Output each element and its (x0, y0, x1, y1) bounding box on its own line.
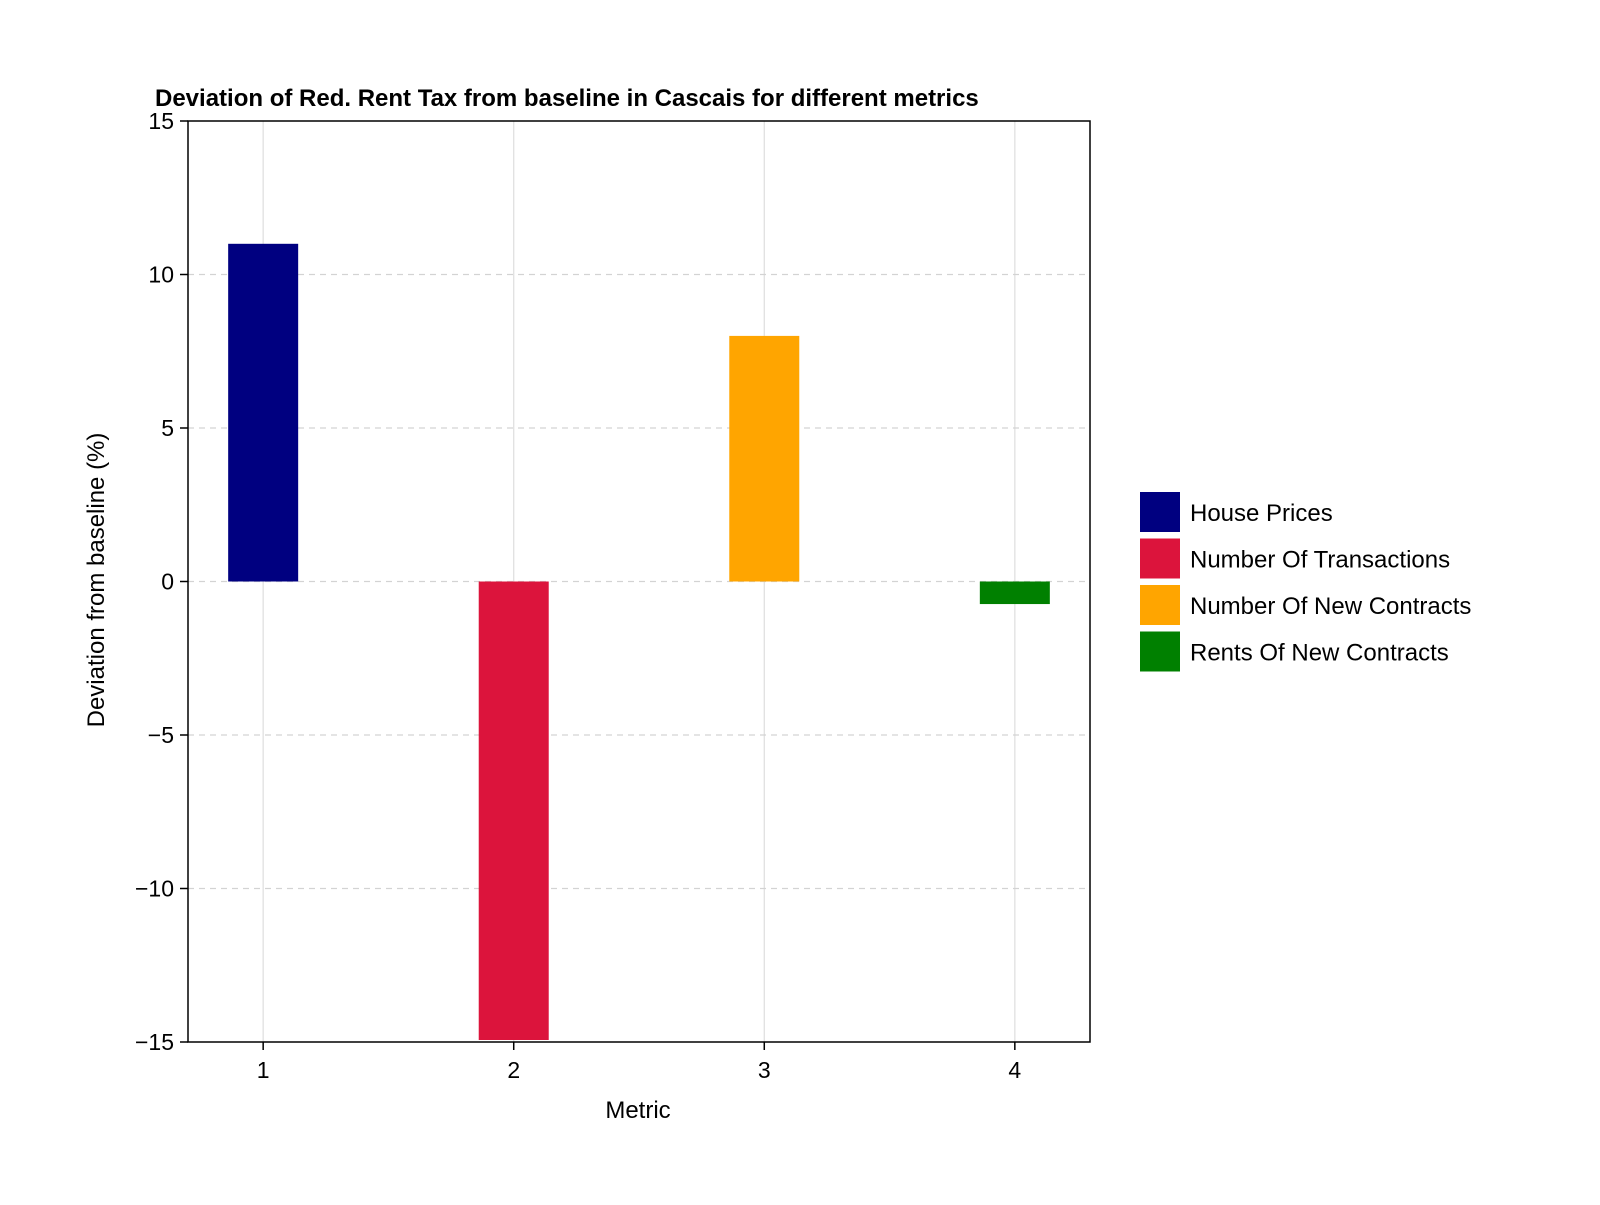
legend-swatch-1 (1140, 492, 1180, 532)
grid-lines (188, 121, 1090, 1042)
legend-swatch-3 (1140, 585, 1180, 625)
bar-number-of-new-contracts (729, 335, 800, 582)
bar-rents-of-new-contracts (979, 581, 1050, 605)
bar-number-of-transactions (478, 581, 549, 1040)
legend-swatch-4 (1140, 631, 1180, 672)
legend-swatch-2 (1140, 538, 1180, 579)
legend-label-3: Number Of New Contracts (1190, 593, 1471, 620)
x-tick-label-1: 1 (257, 1057, 270, 1083)
y-tick-label-1: −15 (135, 1029, 174, 1055)
y-tick-label-6: 10 (148, 262, 174, 288)
y-tick-label-4: 0 (161, 569, 174, 595)
y-axis-label: Deviation from baseline (%) (83, 433, 110, 728)
legend: House Prices Number Of Transactions Number… (1140, 492, 1471, 672)
x-tick-label-2: 2 (507, 1057, 520, 1083)
legend-label-4: Rents Of New Contracts (1190, 640, 1449, 667)
y-tick-label-5: 5 (161, 415, 174, 441)
legend-label-1: House Prices (1190, 500, 1333, 527)
y-tick-label-7: 15 (148, 108, 174, 134)
legend-label-2: Number Of Transactions (1190, 547, 1450, 574)
x-tick-label-3: 3 (758, 1057, 771, 1083)
chart-title: Deviation of Red. Rent Tax from baseline… (155, 85, 979, 112)
y-tick-label-2: −10 (135, 876, 174, 902)
x-tick-label-4: 4 (1008, 1057, 1021, 1083)
x-axis-label: Metric (605, 1097, 670, 1124)
bar-house-prices (228, 243, 299, 582)
y-tick-label-3: −5 (148, 722, 174, 748)
bars (228, 243, 1050, 1040)
axis-ticks: −15 −10 −5 0 5 10 15 1 2 3 4 (135, 108, 1021, 1083)
